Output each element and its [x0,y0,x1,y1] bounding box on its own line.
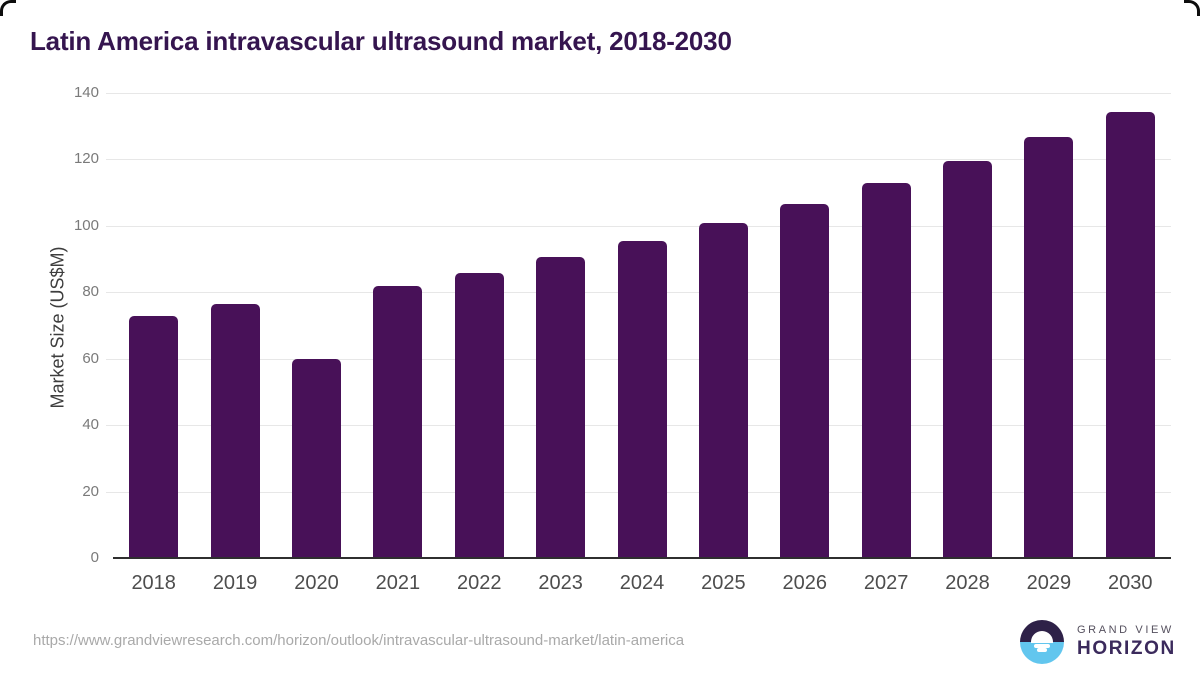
y-tick-label-80: 80 [82,283,99,301]
y-tick-label-40: 40 [82,416,99,434]
grand-view-horizon-logo: GRAND VIEW HORIZON [1020,620,1176,664]
x-tick-label-2019: 2019 [212,572,258,594]
x-tick-label-2024: 2024 [619,572,665,594]
bar-2021 [373,285,423,558]
bar-2029 [1024,136,1074,558]
gridline-120 [106,159,1171,161]
y-tick-label-120: 120 [73,150,99,168]
x-tick-label-2022: 2022 [456,572,502,594]
bar-2026 [780,204,830,558]
y-tick-label-20: 20 [82,482,99,500]
horizon-sun-icon [1020,620,1064,664]
source-url-text: https://www.grandviewresearch.com/horizo… [33,632,685,649]
y-tick-label-60: 60 [82,349,99,367]
y-axis-title: Market Size (US$M) [47,246,68,409]
x-tick-label-2018: 2018 [131,572,176,594]
window-corner-top-right [1184,0,1200,16]
bar-2025 [698,223,748,558]
x-tick-label-2025: 2025 [701,572,746,594]
window-corner-top-left [0,0,16,16]
x-axis-line [113,557,1171,559]
x-tick-label-2027: 2027 [863,572,909,594]
x-tick-label-2029: 2029 [1026,572,1072,594]
bar-2027 [861,183,911,558]
logo-brand-top: GRAND VIEW [1077,624,1174,636]
bar-2024 [617,241,667,558]
gridline-140 [106,93,1171,94]
bar-2028 [943,161,993,558]
bar-2022 [454,273,504,558]
x-tick-label-2026: 2026 [782,572,828,594]
x-tick-label-2028: 2028 [945,572,990,594]
bar-2030 [1105,111,1155,558]
x-tick-label-2030: 2030 [1108,572,1153,594]
x-tick-label-2021: 2021 [375,572,421,594]
bar-2023 [536,257,586,558]
logo-brand-bottom: HORIZON [1077,638,1176,659]
y-tick-label-0: 0 [90,549,99,566]
y-tick-label-100: 100 [73,216,99,234]
bar-2019 [210,304,260,558]
y-tick-label-140: 140 [73,84,99,101]
bar-2018 [129,315,179,558]
page-title: Latin America intravascular ultrasound m… [30,26,732,56]
gridline-100 [106,225,1171,227]
bar-2020 [291,358,341,558]
x-tick-label-2023: 2023 [538,572,583,594]
x-tick-label-2020: 2020 [294,572,339,594]
